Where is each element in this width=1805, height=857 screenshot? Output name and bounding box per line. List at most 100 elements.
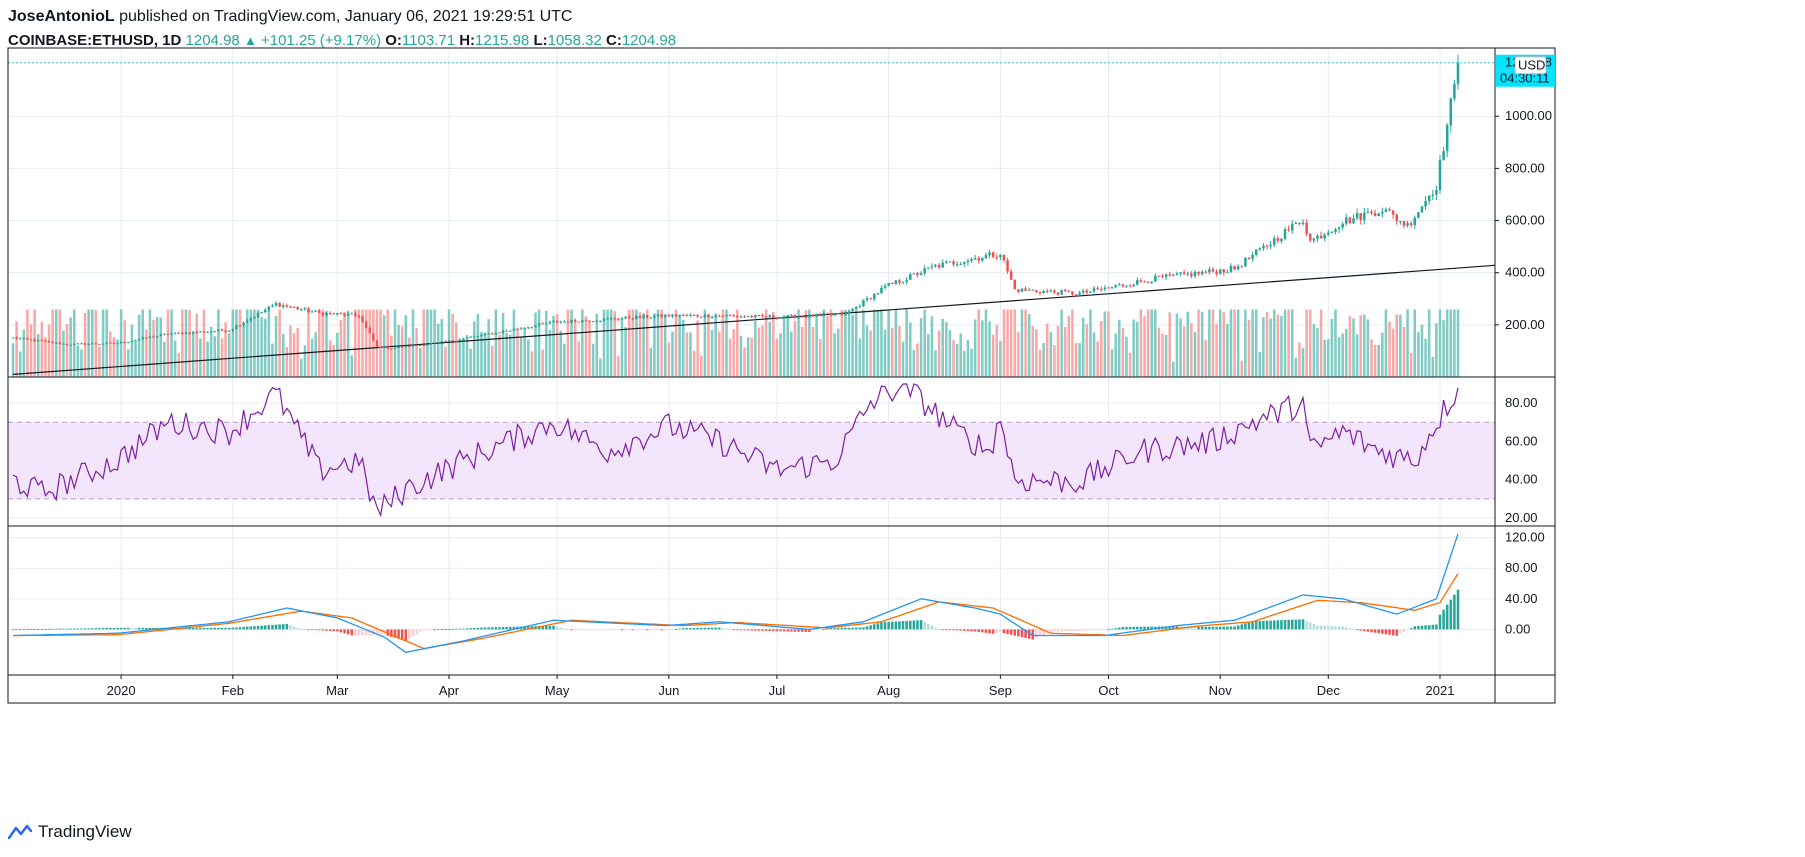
- candle: [44, 340, 47, 342]
- time-tick-label[interactable]: Dec: [1317, 683, 1341, 698]
- volume-bar: [927, 334, 930, 377]
- price-tick-label[interactable]: 600.00: [1505, 213, 1545, 228]
- macd-histogram-bar: [101, 628, 105, 630]
- price-tick-label[interactable]: 200.00: [1505, 317, 1545, 332]
- volume-bar: [1182, 326, 1186, 377]
- candle: [1042, 290, 1045, 294]
- candle: [209, 331, 213, 333]
- volume-bar: [1078, 343, 1081, 377]
- time-tick-label[interactable]: Feb: [222, 683, 244, 698]
- volume-bar: [1229, 309, 1233, 377]
- candle: [667, 314, 671, 317]
- time-tick-label[interactable]: Nov: [1209, 683, 1233, 698]
- candle: [718, 315, 721, 317]
- chart-canvas[interactable]: 200.00 400.00 600.00 800.00 1000.00 20.00 40.0…: [0, 0, 1805, 820]
- rsi-tick-label[interactable]: 80.00: [1505, 395, 1538, 410]
- last-price: 1204.98: [185, 32, 240, 49]
- brand-name: TradingView: [38, 822, 132, 841]
- macd-tick-label[interactable]: 0.00: [1505, 621, 1530, 636]
- macd-histogram-bar: [1099, 629, 1103, 631]
- price-axis[interactable]: 200.00 400.00 600.00 800.00 1000.00 20.00 40.0…: [1495, 108, 1552, 636]
- macd-histogram-bar: [653, 629, 656, 631]
- candle: [808, 314, 811, 318]
- currency-badge[interactable]: [1514, 56, 1547, 75]
- candle: [1352, 218, 1355, 224]
- volume-bar: [116, 339, 119, 377]
- time-tick-label[interactable]: Mar: [326, 683, 349, 698]
- macd-tick-label[interactable]: 80.00: [1505, 560, 1538, 575]
- volume-bar: [649, 347, 653, 377]
- footer-brand[interactable]: TradingView: [8, 822, 132, 842]
- time-axis[interactable]: 2020 Feb Mar Apr May Jun Jul Aug Sep Oct Nov Dec 202…: [107, 675, 1455, 698]
- volume-bar: [934, 350, 937, 377]
- volume-bar: [109, 331, 112, 377]
- time-tick-label[interactable]: Jul: [769, 683, 786, 698]
- volume-bar: [1056, 325, 1060, 377]
- price-tick-label[interactable]: 400.00: [1505, 265, 1545, 280]
- macd-histogram-bar: [465, 628, 469, 630]
- time-tick-label[interactable]: Oct: [1098, 683, 1119, 698]
- macd-histogram-bar: [663, 629, 667, 631]
- macd-tick-label[interactable]: 40.00: [1505, 591, 1538, 606]
- candle: [757, 314, 761, 316]
- candle: [1399, 221, 1402, 223]
- macd-tick-label[interactable]: 120.00: [1505, 530, 1545, 545]
- rsi-tick-label[interactable]: 60.00: [1505, 433, 1538, 448]
- time-tick-label[interactable]: 2020: [107, 683, 136, 698]
- candle: [393, 347, 397, 349]
- macd-histogram-bar: [829, 628, 833, 630]
- candle: [782, 317, 786, 319]
- volume-bar: [948, 330, 952, 377]
- macd-histogram-bar: [40, 628, 44, 630]
- macd-histogram-bar: [418, 629, 422, 632]
- candle: [83, 343, 87, 345]
- volume-bar: [620, 317, 624, 377]
- candle: [170, 333, 173, 335]
- macd-histogram-bar: [1294, 619, 1298, 630]
- time-tick-label[interactable]: Apr: [439, 683, 460, 698]
- trendline[interactable]: [12, 264, 1496, 375]
- time-tick-label[interactable]: Aug: [877, 683, 900, 698]
- price-tick-label[interactable]: 800.00: [1505, 160, 1545, 175]
- macd-histogram-bar: [1074, 629, 1078, 631]
- candle: [1283, 229, 1287, 239]
- volume-bar: [635, 309, 638, 377]
- price-tick-label[interactable]: 1000.00: [1505, 108, 1552, 123]
- macd-histogram-bar: [1089, 629, 1092, 631]
- time-tick-label[interactable]: Sep: [989, 683, 1012, 698]
- symbol-label[interactable]: COINBASE:ETHUSD, 1D: [8, 32, 182, 49]
- macd-histogram-bar: [1258, 620, 1262, 630]
- macd-histogram-bar: [930, 625, 934, 630]
- volume-bar: [710, 329, 714, 377]
- candle: [840, 313, 844, 316]
- macd-histogram-bar: [523, 626, 526, 630]
- candle: [1006, 260, 1009, 272]
- candle: [800, 316, 804, 318]
- time-tick-label[interactable]: May: [545, 683, 570, 698]
- candle: [451, 340, 454, 342]
- volume-bar: [127, 349, 130, 377]
- candle: [552, 321, 555, 323]
- candle: [159, 334, 163, 337]
- volume-bar: [1146, 309, 1150, 377]
- rsi-tick-label[interactable]: 40.00: [1505, 472, 1538, 487]
- time-tick-label[interactable]: Jun: [658, 683, 679, 698]
- macd-histogram-bar: [1438, 614, 1442, 630]
- time-tick-label[interactable]: 2021: [1426, 683, 1455, 698]
- currency-badge-text[interactable]: USD: [1518, 58, 1545, 73]
- candle: [563, 321, 566, 323]
- volume-bar: [134, 340, 137, 377]
- author-name[interactable]: JoseAntonioL: [8, 8, 115, 25]
- macd-histogram-bar: [955, 629, 959, 631]
- macd-histogram-bar: [703, 627, 707, 630]
- volume-bar: [1258, 351, 1262, 377]
- macd-histogram-bar: [44, 628, 47, 630]
- rsi-tick-label[interactable]: 20.00: [1505, 510, 1538, 525]
- macd-histogram-bar: [1417, 625, 1420, 630]
- candle: [1218, 269, 1222, 274]
- macd-histogram-bar: [1211, 626, 1215, 630]
- volume-bar: [937, 330, 941, 377]
- candle: [54, 342, 58, 344]
- candle: [364, 321, 368, 328]
- volume-bar: [800, 326, 804, 377]
